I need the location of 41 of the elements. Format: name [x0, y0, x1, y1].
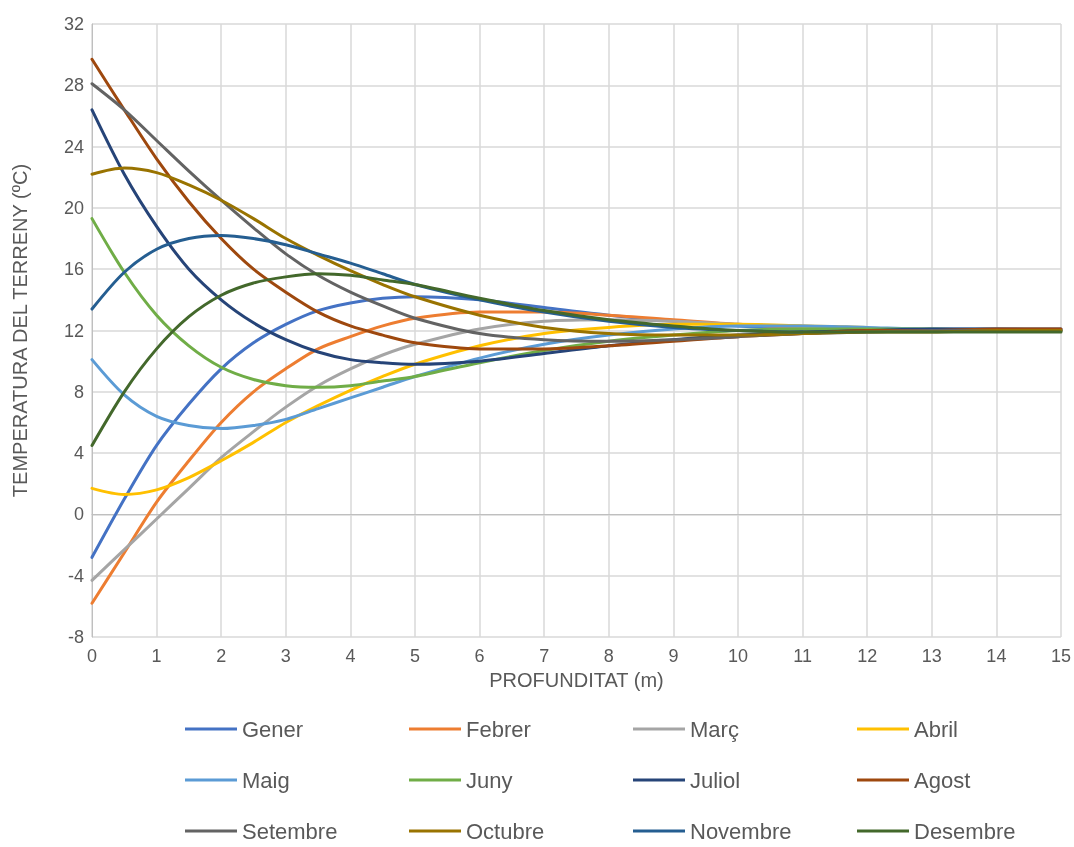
- y-tick-label: -8: [67, 627, 84, 647]
- x-tick-label: 10: [727, 646, 749, 666]
- y-tick-label: 28: [63, 75, 84, 96]
- x-tick-label: 15: [1050, 646, 1071, 666]
- legend-label: Desembre: [914, 818, 1016, 844]
- x-tick-label: 3: [280, 646, 291, 666]
- x-tick-label: 5: [409, 646, 420, 666]
- y-tick-label: 24: [63, 136, 84, 157]
- legend-label: Octubre: [466, 818, 545, 844]
- legend-label: Agost: [914, 767, 971, 793]
- legend-label: Març: [690, 716, 739, 742]
- y-axis-title: TEMPERATURA DEL TERRENY (ºC): [9, 163, 31, 498]
- legend-label: Setembre: [242, 818, 338, 844]
- legend-label: Juliol: [690, 767, 741, 793]
- x-tick-label: 11: [793, 646, 812, 666]
- x-tick-label: 0: [86, 646, 98, 666]
- x-tick-label: 6: [474, 646, 485, 666]
- x-tick-label: 8: [603, 646, 614, 666]
- legend-label: Abril: [914, 716, 959, 742]
- y-tick-label: -4: [67, 565, 84, 586]
- x-tick-label: 1: [151, 646, 162, 666]
- legend-label: Gener: [242, 716, 304, 742]
- x-axis-title: PROFUNDITAT (m): [489, 668, 664, 691]
- legend-label: Juny: [466, 767, 513, 793]
- y-tick-label: 0: [73, 504, 84, 525]
- x-tick-label: 2: [216, 646, 227, 666]
- legend-label: Febrer: [466, 716, 531, 742]
- x-tick-label: 9: [668, 646, 679, 666]
- x-tick-label: 4: [345, 646, 356, 666]
- legend-label: Novembre: [690, 818, 792, 844]
- x-tick-label: 14: [986, 646, 1007, 666]
- legend-label: Maig: [242, 767, 290, 793]
- y-tick-label: 20: [63, 197, 84, 218]
- x-tick-label: 13: [921, 646, 942, 666]
- x-tick-label: 7: [539, 646, 550, 666]
- y-tick-label: 32: [63, 14, 84, 34]
- y-tick-label: 8: [73, 381, 84, 402]
- x-tick-label: 12: [857, 646, 878, 666]
- y-tick-label: 4: [73, 443, 84, 464]
- y-tick-label: 12: [63, 320, 84, 341]
- y-tick-label: 16: [63, 259, 84, 280]
